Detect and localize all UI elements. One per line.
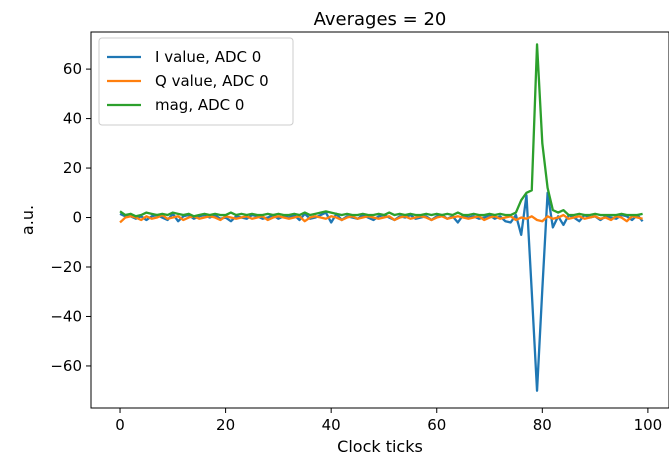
- x-tick-label: 100: [634, 416, 663, 434]
- plot-area: [119, 43, 644, 392]
- legend-label: Q value, ADC 0: [155, 72, 269, 90]
- y-tick-label: 60: [63, 60, 82, 78]
- y-tick-label: −40: [50, 307, 82, 325]
- series-line-1: [119, 213, 643, 224]
- chart-title: Averages = 20: [314, 9, 447, 30]
- x-tick-label: 0: [115, 416, 125, 434]
- legend-label: I value, ADC 0: [155, 48, 261, 66]
- y-tick-label: 40: [63, 110, 82, 128]
- x-tick-label: 40: [322, 416, 341, 434]
- axes-frame: [90, 31, 669, 409]
- legend-box: [98, 37, 294, 126]
- y-tick-label: 20: [63, 159, 82, 177]
- y-axis-label: a.u.: [18, 205, 37, 235]
- y-tick-label: −20: [50, 258, 82, 276]
- x-axis-label: Clock ticks: [337, 437, 423, 456]
- axis-ticks: 0 20 40 60 80 100 −60 −40 −20 0 20 40 60: [50, 60, 662, 434]
- x-tick-label: 20: [216, 416, 235, 434]
- series-line-2: [119, 43, 643, 218]
- x-tick-label: 60: [427, 416, 446, 434]
- y-tick-label: −60: [50, 357, 82, 375]
- x-tick-label: 80: [533, 416, 552, 434]
- legend-label: mag, ADC 0: [155, 96, 244, 114]
- y-tick-label: 0: [72, 209, 82, 227]
- legend: I value, ADC 0 Q value, ADC 0 mag, ADC 0: [98, 37, 294, 126]
